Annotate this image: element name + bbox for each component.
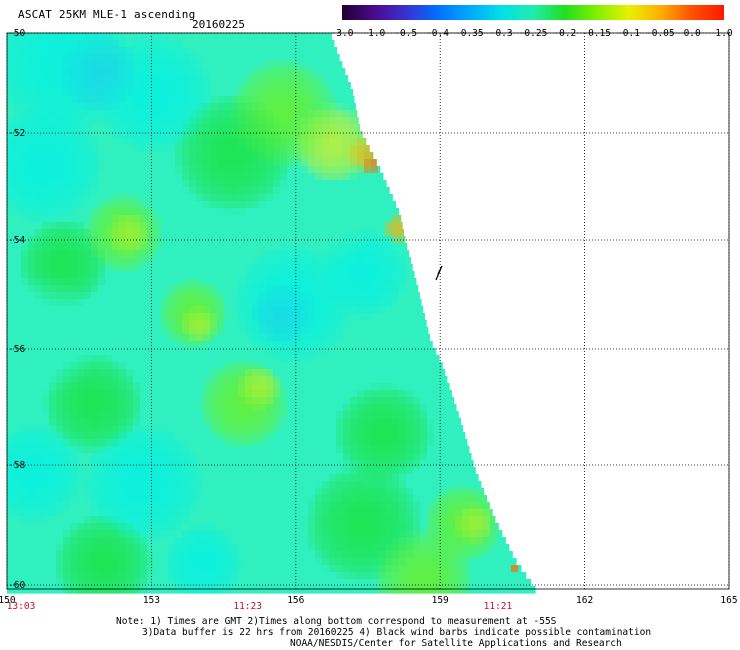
lat-tick-label: -52 — [8, 128, 25, 139]
lon-tick-label: 156 — [287, 595, 304, 606]
time-label: 11:23 — [233, 601, 262, 612]
note-line-1: Note: 1) Times are GMT 2)Times along bot… — [116, 616, 557, 627]
lon-tick-label: 153 — [143, 595, 160, 606]
colorbar-tick-label: -0.2 — [553, 28, 576, 39]
note-line-2: 3)Data buffer is 22 hrs from 20160225 4)… — [142, 627, 652, 638]
colorbar-tick-label: -0.25 — [519, 28, 548, 39]
colorbar-tick-label: -0.1 — [617, 28, 640, 39]
colorbar-tick-label: 0.0 — [684, 28, 701, 39]
colorbar-tick-label: -0.3 — [490, 28, 513, 39]
wind-map: 150 153 156 159 162 165 -50 -52 -54 -56 -58 -60 13:0… — [0, 28, 738, 612]
lon-tick-label: 159 — [432, 595, 449, 606]
colorbar-gradient — [342, 5, 724, 20]
colorbar-tick-label: -1.0 — [362, 28, 385, 39]
page-title: ASCAT 25KM MLE-1 ascending — [18, 8, 196, 21]
lat-tick-label: -60 — [8, 580, 25, 591]
colorbar-tick-label: 1.0 — [715, 28, 732, 39]
colorbar-legend: -3.0 -1.0 -0.5 -0.4 -0.35 -0.3 -0.25 -0.2 -0.15-… — [331, 5, 733, 39]
colorbar-tick-label: -0.4 — [426, 28, 449, 39]
colorbar-tick-label: -0.05 — [646, 28, 675, 39]
lat-tick-label: -54 — [8, 235, 25, 246]
lat-tick-label: -56 — [8, 344, 25, 355]
lat-tick-label: -58 — [8, 460, 25, 471]
lon-tick-label: 165 — [720, 595, 737, 606]
colorbar-tick-label: -0.5 — [394, 28, 417, 39]
time-label: 11:21 — [484, 601, 513, 612]
data-swath — [7, 33, 536, 594]
lon-tick-label: 150 — [0, 595, 16, 606]
date-label: 20160225 — [192, 18, 245, 31]
colorbar-tick-label: -0.35 — [455, 28, 484, 39]
colorbar-tick-label: -0.15 — [582, 28, 611, 39]
lat-tick-label: -50 — [8, 28, 25, 39]
wind-barb-icon — [435, 265, 443, 281]
lon-tick-label: 162 — [576, 595, 593, 606]
time-label: 13:03 — [7, 601, 36, 612]
note-line-3: NOAA/NESDIS/Center for Satellite Applica… — [290, 638, 622, 649]
colorbar-tick-label: -3.0 — [331, 28, 354, 39]
